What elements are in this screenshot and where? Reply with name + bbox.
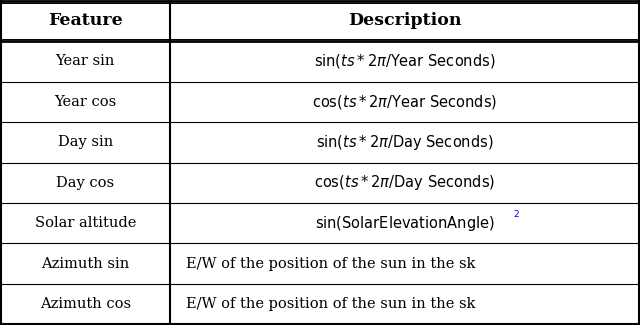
Text: $\sin(\mathrm{SolarElevationAngle})$: $\sin(\mathrm{SolarElevationAngle})$: [315, 214, 495, 233]
Text: Solar altitude: Solar altitude: [35, 216, 136, 230]
Text: Day cos: Day cos: [56, 176, 115, 190]
Text: Azimuth cos: Azimuth cos: [40, 297, 131, 311]
Text: Description: Description: [348, 12, 461, 30]
Text: $2$: $2$: [513, 208, 520, 219]
Text: Feature: Feature: [48, 12, 123, 30]
Text: Day sin: Day sin: [58, 135, 113, 149]
Text: $\cos(\mathit{ts} * 2\pi/\mathrm{Day\ Seconds})$: $\cos(\mathit{ts} * 2\pi/\mathrm{Day\ Se…: [314, 173, 495, 192]
Text: Year sin: Year sin: [56, 54, 115, 68]
Text: E/W of the position of the sun in the sk: E/W of the position of the sun in the sk: [186, 297, 476, 311]
Text: Year cos: Year cos: [54, 95, 116, 109]
Text: E/W of the position of the sun in the sk: E/W of the position of the sun in the sk: [186, 257, 476, 271]
Text: Azimuth sin: Azimuth sin: [41, 257, 129, 271]
Text: $\sin(\mathit{ts} * 2\pi/\mathrm{Year\ Seconds})$: $\sin(\mathit{ts} * 2\pi/\mathrm{Year\ S…: [314, 52, 495, 71]
Text: $\cos(\mathit{ts} * 2\pi/\mathrm{Year\ Seconds})$: $\cos(\mathit{ts} * 2\pi/\mathrm{Year\ S…: [312, 93, 497, 111]
Text: $\sin(\mathit{ts} * 2\pi/\mathrm{Day\ Seconds})$: $\sin(\mathit{ts} * 2\pi/\mathrm{Day\ Se…: [316, 133, 493, 152]
